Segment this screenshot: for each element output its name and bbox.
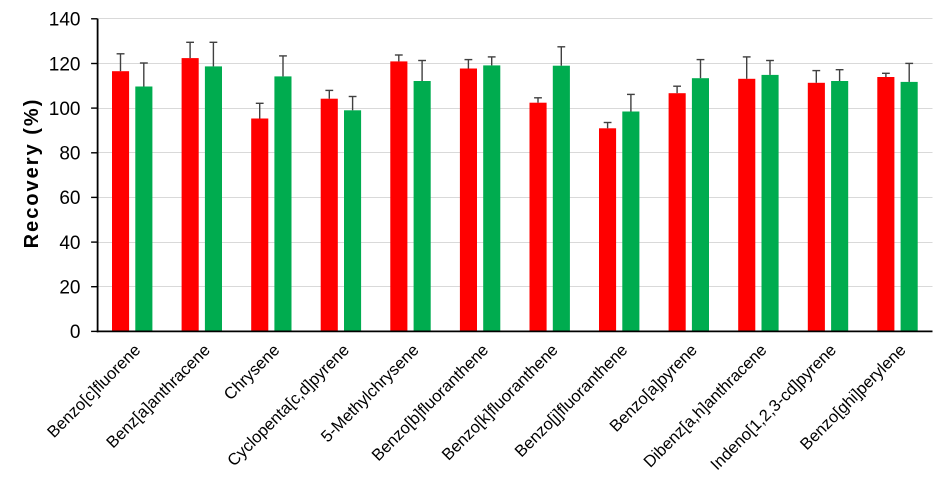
svg-text:120: 120 (49, 54, 81, 75)
svg-text:140: 140 (49, 10, 81, 31)
svg-text:40: 40 (59, 233, 80, 254)
svg-text:0: 0 (70, 322, 81, 343)
svg-text:80: 80 (59, 144, 80, 165)
svg-text:60: 60 (59, 188, 80, 209)
svg-text:100: 100 (49, 99, 81, 120)
svg-text:Recovery (%): Recovery (%) (21, 98, 43, 249)
svg-text:20: 20 (59, 278, 80, 299)
